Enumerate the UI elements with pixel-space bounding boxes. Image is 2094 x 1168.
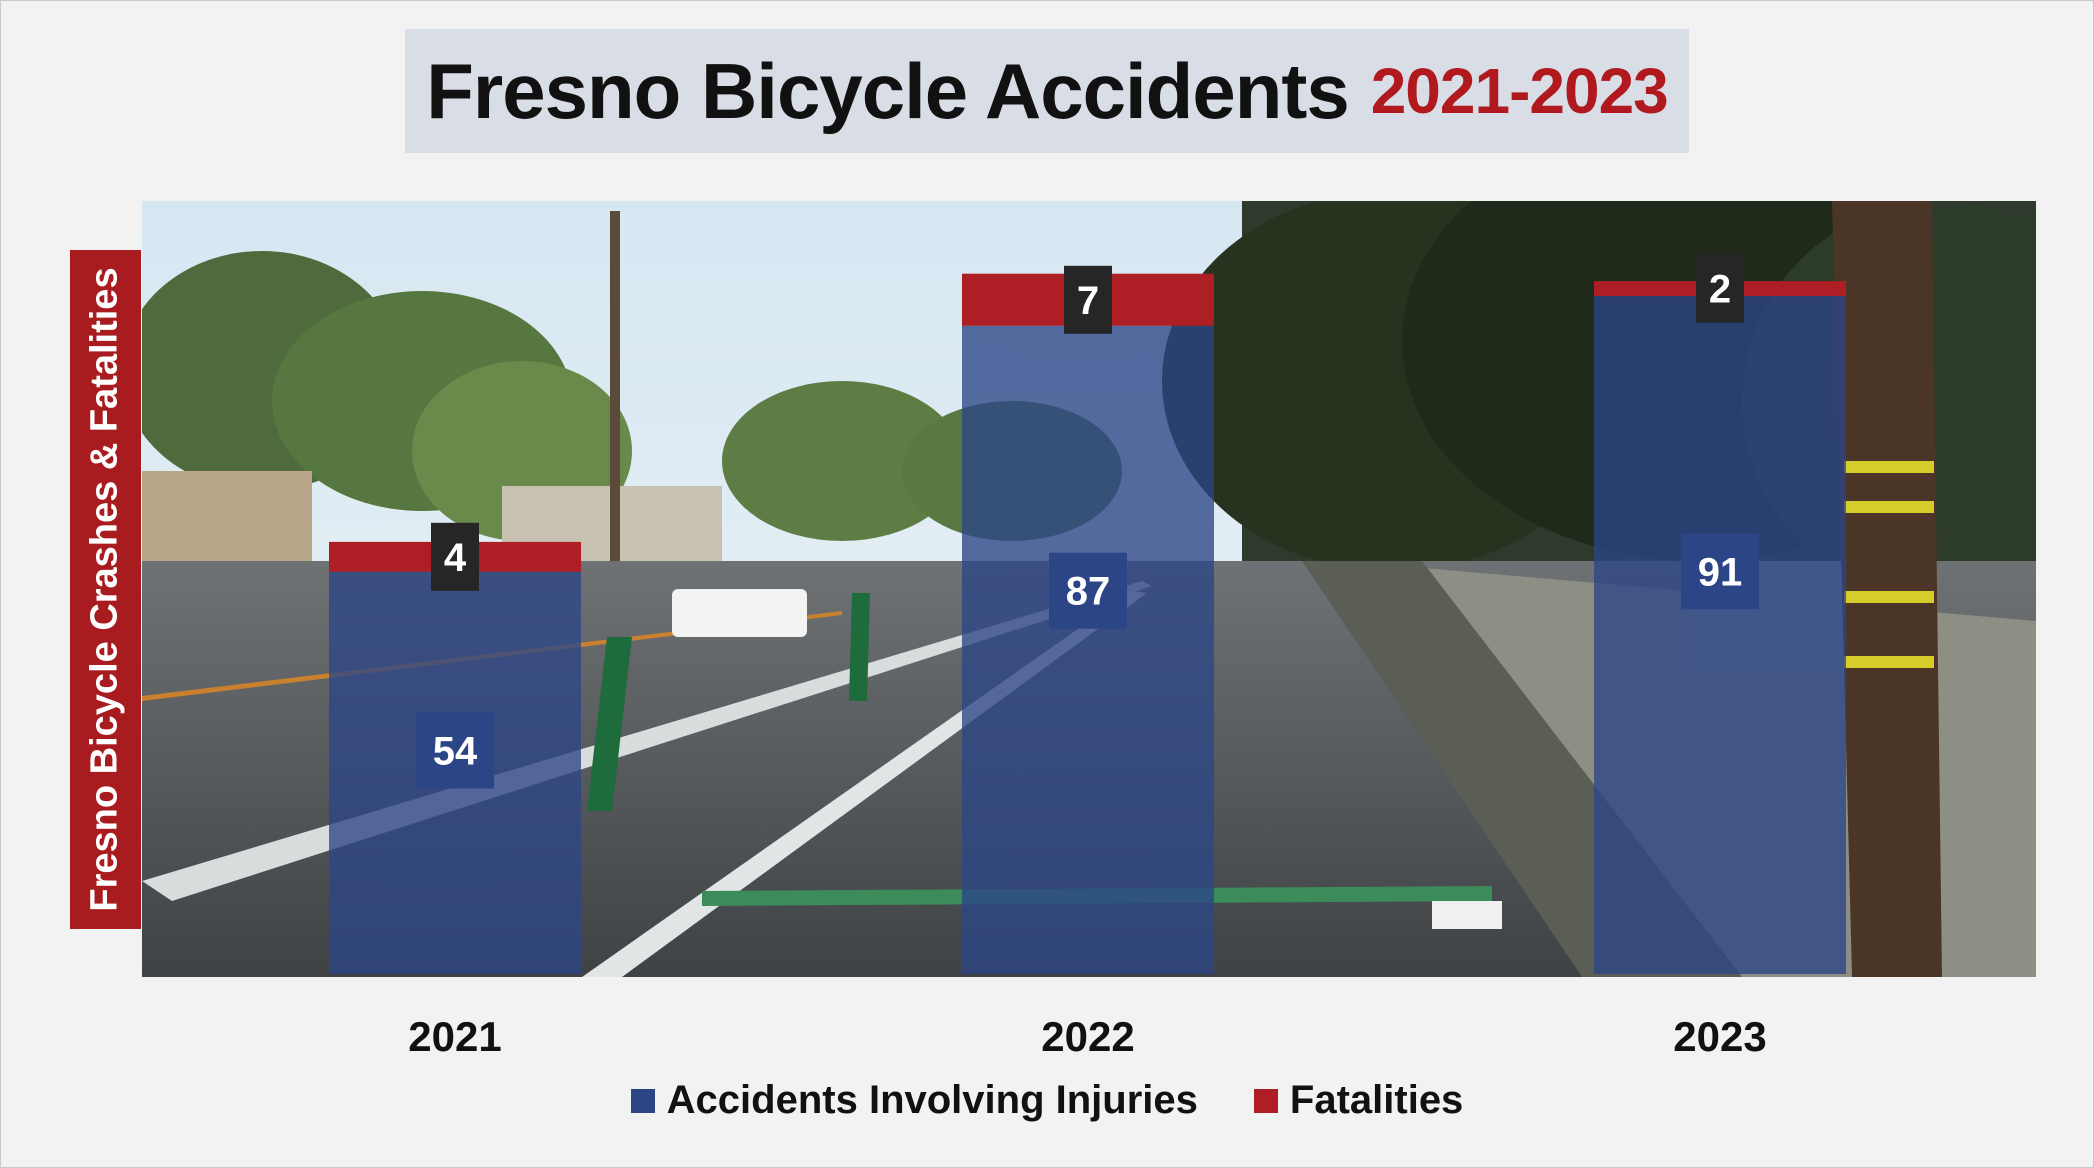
data-label-box-fatalities-2023 (1696, 254, 1744, 323)
plot-area: 54 4 87 7 91 2 (142, 201, 2036, 977)
x-tick-label-2021: 2021 (408, 1013, 502, 1060)
data-label-fatalities-2022: 7 (1077, 279, 1099, 323)
data-label-fatalities-2023: 2 (1709, 268, 1731, 312)
data-label-injuries-2023: 91 (1698, 550, 1743, 594)
legend-item-fatalities: Fatalities (1253, 1078, 1464, 1123)
data-label-box-fatalities-2022 (1064, 265, 1112, 334)
x-tick-label-2023: 2023 (1673, 1013, 1767, 1060)
data-label-injuries-2021: 54 (433, 730, 478, 774)
bar-injuries-2022 (962, 325, 1214, 975)
legend-swatch-fatalities (1253, 1088, 1278, 1113)
chart-svg: 54 4 87 7 91 2 (142, 201, 2036, 977)
data-labels-group: 54 4 87 7 91 2 (416, 254, 1759, 789)
data-label-fatalities-2021: 4 (444, 536, 467, 580)
legend: Accidents Involving Injuries Fatalities (0, 1078, 2094, 1123)
y-axis-label: Fresno Bicycle Crashes & Fatalities (84, 267, 127, 912)
chart-title-years: 2021-2023 (1370, 55, 1669, 127)
bars-group (329, 273, 1846, 975)
legend-label-fatalities: Fatalities (1289, 1078, 1464, 1122)
data-label-box-injuries-2023 (1681, 533, 1759, 610)
legend-swatch-injuries (630, 1088, 655, 1113)
chart-title: Fresno Bicycle Accidents (426, 46, 1349, 135)
x-tick-label-2022: 2022 (1041, 1013, 1135, 1060)
y-axis-label-box: Fresno Bicycle Crashes & Fatalities (70, 250, 141, 929)
bar-injuries-2023 (1594, 296, 1846, 974)
data-label-box-injuries-2022 (1049, 552, 1127, 629)
chart-title-box: Fresno Bicycle Accidents 2021-2023 (405, 29, 1689, 153)
legend-label-injuries: Accidents Involving Injuries (666, 1078, 1198, 1122)
data-label-box-injuries-2021 (416, 712, 494, 789)
data-label-box-fatalities-2021 (431, 522, 479, 591)
legend-item-injuries: Accidents Involving Injuries (630, 1078, 1198, 1123)
data-label-injuries-2022: 87 (1066, 570, 1111, 614)
